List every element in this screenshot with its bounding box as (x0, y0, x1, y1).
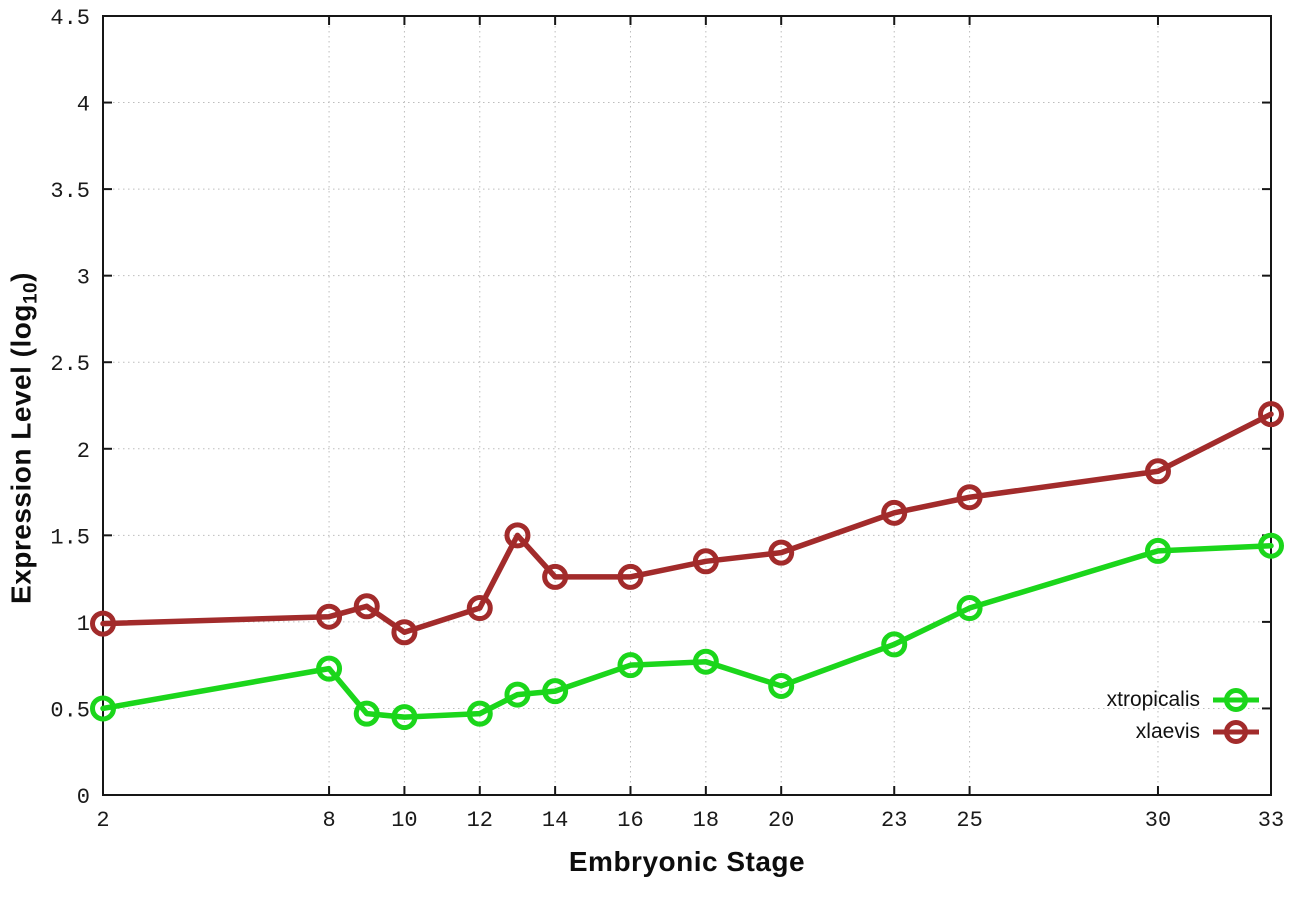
y-tick-label: 3 (77, 266, 90, 291)
x-tick-label: 10 (391, 808, 417, 833)
data-point-xlaevis-stage-30 (1144, 458, 1171, 485)
data-point-xtropicalis-stage-10 (391, 704, 418, 731)
x-tick-label: 16 (617, 808, 643, 833)
data-point-xlaevis-stage-8 (316, 603, 343, 630)
data-point-xtropicalis-stage-20 (768, 672, 795, 699)
y-axis-title-subscript: 10 (20, 281, 42, 305)
y-tick-label: 2 (77, 439, 90, 464)
y-axis-title: Expression Level (log10) (6, 272, 43, 604)
y-axis-title-text: Expression Level (log (5, 304, 37, 604)
x-tick-label: 23 (881, 808, 907, 833)
y-tick-label: 0.5 (50, 698, 90, 723)
y-axis-title-suffix: ) (5, 272, 37, 282)
data-point-xlaevis-stage-10 (391, 619, 418, 646)
legend-label-xtropicalis: xtropicalis (1106, 687, 1200, 711)
data-point-xlaevis-stage-16 (617, 563, 644, 590)
data-point-xtropicalis-stage-12 (466, 700, 493, 727)
data-point-xtropicalis-stage-14 (542, 678, 569, 705)
x-tick-label: 18 (693, 808, 719, 833)
legend-marker-xtropicalis-icon (1213, 687, 1259, 712)
x-tick-label: 14 (542, 808, 568, 833)
data-point-xlaevis-stage-20 (768, 539, 795, 566)
data-point-xtropicalis-stage-23 (881, 631, 908, 658)
legend-item-xlaevis: xlaevis (1136, 716, 1260, 747)
y-tick-label: 3.5 (50, 179, 90, 204)
legend-label-xlaevis: xlaevis (1135, 719, 1200, 743)
data-point-xlaevis-stage-13 (504, 522, 531, 549)
data-point-xlaevis-stage-23 (881, 499, 908, 526)
data-point-xlaevis-stage-33 (1258, 401, 1284, 428)
data-point-xtropicalis-stage-33 (1258, 532, 1284, 559)
y-tick-label: 4.5 (50, 6, 90, 31)
x-tick-label: 33 (1258, 808, 1284, 833)
data-point-xtropicalis-stage-18 (692, 648, 719, 675)
y-tick-label: 1 (77, 612, 90, 637)
y-tick-label: 2.5 (50, 352, 90, 377)
series-line-xtropicalis (100, 542, 1274, 720)
data-point-xlaevis-stage-25 (956, 484, 983, 511)
data-point-xtropicalis-stage-30 (1144, 537, 1171, 564)
legend-item-xtropicalis: xtropicalis (1107, 684, 1260, 715)
data-point-xlaevis-stage-2 (90, 610, 116, 637)
data-point-xlaevis-stage-12 (466, 595, 493, 622)
data-point-xtropicalis-stage-13 (504, 681, 531, 708)
legend-marker-xlaevis-icon (1213, 719, 1259, 744)
data-point-xlaevis-stage-9 (353, 593, 380, 620)
chart-legend: xtropicalis xlaevis (1107, 684, 1260, 747)
y-tick-label: 0 (77, 785, 90, 810)
x-tick-label: 12 (467, 808, 493, 833)
data-point-xtropicalis-stage-16 (617, 652, 644, 679)
data-point-xtropicalis-stage-25 (956, 595, 983, 622)
data-point-xlaevis-stage-18 (692, 548, 719, 575)
x-tick-label: 2 (96, 808, 109, 833)
data-point-xtropicalis-stage-9 (353, 700, 380, 727)
x-tick-label: 8 (322, 808, 335, 833)
x-tick-label: 20 (768, 808, 794, 833)
x-tick-label: 25 (956, 808, 982, 833)
data-point-xtropicalis-stage-2 (90, 695, 116, 722)
series-line-xlaevis (100, 411, 1274, 636)
y-tick-label: 1.5 (50, 525, 90, 550)
data-point-xtropicalis-stage-8 (316, 655, 343, 682)
data-point-xlaevis-stage-14 (542, 563, 569, 590)
x-axis-title: Embryonic Stage (568, 846, 806, 877)
x-tick-label: 30 (1145, 808, 1171, 833)
y-tick-label: 4 (77, 93, 90, 118)
